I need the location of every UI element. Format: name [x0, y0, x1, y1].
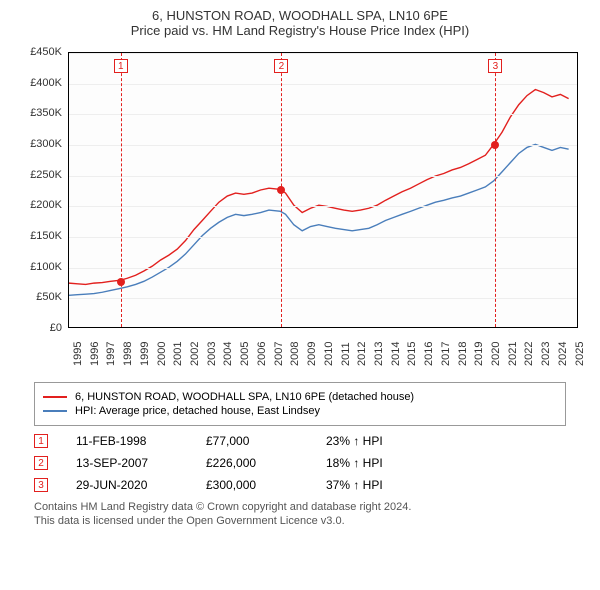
- legend-label: 6, HUNSTON ROAD, WOODHALL SPA, LN10 6PE …: [75, 391, 414, 403]
- event-price: £77,000: [206, 434, 326, 448]
- x-tick-label: 1999: [139, 342, 151, 366]
- x-tick-label: 2024: [557, 342, 569, 366]
- x-tick-label: 2017: [440, 342, 452, 366]
- y-tick-label: £400K: [30, 77, 62, 89]
- footnote: Contains HM Land Registry data © Crown c…: [34, 500, 566, 529]
- x-tick-label: 2020: [490, 342, 502, 366]
- y-tick-label: £300K: [30, 138, 62, 150]
- marker-point: [277, 186, 285, 194]
- x-tick-label: 2010: [323, 342, 335, 366]
- x-tick-label: 2021: [507, 342, 519, 366]
- gridline: [69, 114, 577, 115]
- x-tick-label: 2007: [273, 342, 285, 366]
- title-block: 6, HUNSTON ROAD, WOODHALL SPA, LN10 6PE …: [10, 8, 590, 38]
- x-tick-label: 2018: [457, 342, 469, 366]
- series-line: [69, 144, 569, 295]
- gridline: [69, 84, 577, 85]
- x-tick-label: 1998: [122, 342, 134, 366]
- y-tick-label: £450K: [30, 46, 62, 58]
- legend-swatch: [43, 410, 67, 412]
- title-subtitle: Price paid vs. HM Land Registry's House …: [10, 23, 590, 38]
- footnote-line1: Contains HM Land Registry data © Crown c…: [34, 500, 566, 514]
- legend-row: HPI: Average price, detached house, East…: [43, 405, 557, 417]
- y-axis: £0£50K£100K£150K£200K£250K£300K£350K£400…: [20, 52, 66, 328]
- event-marker: 2: [34, 456, 48, 470]
- x-tick-label: 2015: [406, 342, 418, 366]
- marker-box: 2: [274, 59, 288, 73]
- x-tick-label: 2006: [256, 342, 268, 366]
- chart-area: £0 £50K £100K £150K £200K £250K £300K £350K £400…: [20, 46, 580, 376]
- event-row: 1 11-FEB-1998£77,00023% ↑ HPI: [34, 434, 566, 448]
- plot-area: 1 2 3: [68, 52, 578, 328]
- x-tick-label: 2023: [540, 342, 552, 366]
- event-date: 13-SEP-2007: [76, 456, 206, 470]
- gridline: [69, 206, 577, 207]
- line-svg: [69, 53, 577, 327]
- footnote-line2: This data is licensed under the Open Gov…: [34, 514, 566, 528]
- y-tick-label: £50K: [36, 291, 62, 303]
- x-tick-label: 2014: [390, 342, 402, 366]
- legend-box: 6, HUNSTON ROAD, WOODHALL SPA, LN10 6PE …: [34, 382, 566, 426]
- x-tick-label: 2008: [289, 342, 301, 366]
- x-tick-label: 2003: [206, 342, 218, 366]
- legend-label: HPI: Average price, detached house, East…: [75, 405, 320, 417]
- y-tick-label: £100K: [30, 261, 62, 273]
- event-price: £226,000: [206, 456, 326, 470]
- event-pct: 37% ↑ HPI: [326, 478, 446, 492]
- x-tick-label: 1997: [105, 342, 117, 366]
- event-pct: 18% ↑ HPI: [326, 456, 446, 470]
- x-tick-label: 2001: [172, 342, 184, 366]
- x-tick-label: 2004: [222, 342, 234, 366]
- event-date: 29-JUN-2020: [76, 478, 206, 492]
- event-row: 3 29-JUN-2020£300,00037% ↑ HPI: [34, 478, 566, 492]
- x-tick-label: 1995: [72, 342, 84, 366]
- series-line: [69, 90, 569, 285]
- gridline: [69, 53, 577, 54]
- legend-row: 6, HUNSTON ROAD, WOODHALL SPA, LN10 6PE …: [43, 391, 557, 403]
- title-address: 6, HUNSTON ROAD, WOODHALL SPA, LN10 6PE: [10, 8, 590, 23]
- x-tick-label: 2016: [423, 342, 435, 366]
- events-table: 1 11-FEB-1998£77,00023% ↑ HPI 2 13-SEP-2007…: [34, 434, 566, 492]
- x-tick-label: 2022: [523, 342, 535, 366]
- x-tick-label: 2019: [473, 342, 485, 366]
- x-tick-label: 2013: [373, 342, 385, 366]
- x-tick-label: 2002: [189, 342, 201, 366]
- y-tick-label: £150K: [30, 230, 62, 242]
- x-tick-label: 1996: [89, 342, 101, 366]
- gridline: [69, 298, 577, 299]
- marker-box: 3: [488, 59, 502, 73]
- x-tick-label: 2000: [156, 342, 168, 366]
- x-tick-label: 2012: [356, 342, 368, 366]
- x-axis: 1995 1996 1997 1998 1999 2000 2001 2002 2003 2004…: [68, 330, 578, 376]
- event-date: 11-FEB-1998: [76, 434, 206, 448]
- y-tick-label: £350K: [30, 107, 62, 119]
- marker-dashline: [121, 53, 122, 327]
- marker-dashline: [495, 53, 496, 327]
- x-tick-label: 2005: [239, 342, 251, 366]
- y-tick-label: £250K: [30, 169, 62, 181]
- event-marker: 3: [34, 478, 48, 492]
- gridline: [69, 237, 577, 238]
- x-tick-label: 2009: [306, 342, 318, 366]
- marker-point: [117, 278, 125, 286]
- gridline: [69, 176, 577, 177]
- event-marker: 1: [34, 434, 48, 448]
- event-row: 2 13-SEP-2007£226,00018% ↑ HPI: [34, 456, 566, 470]
- y-tick-label: £0: [50, 322, 62, 334]
- marker-box: 1: [114, 59, 128, 73]
- gridline: [69, 145, 577, 146]
- event-pct: 23% ↑ HPI: [326, 434, 446, 448]
- x-tick-label: 2025: [574, 342, 586, 366]
- gridline: [69, 268, 577, 269]
- chart-container: 6, HUNSTON ROAD, WOODHALL SPA, LN10 6PE …: [0, 0, 600, 537]
- legend-swatch: [43, 396, 67, 398]
- y-tick-label: £200K: [30, 199, 62, 211]
- marker-point: [491, 141, 499, 149]
- event-price: £300,000: [206, 478, 326, 492]
- x-tick-label: 2011: [340, 342, 352, 366]
